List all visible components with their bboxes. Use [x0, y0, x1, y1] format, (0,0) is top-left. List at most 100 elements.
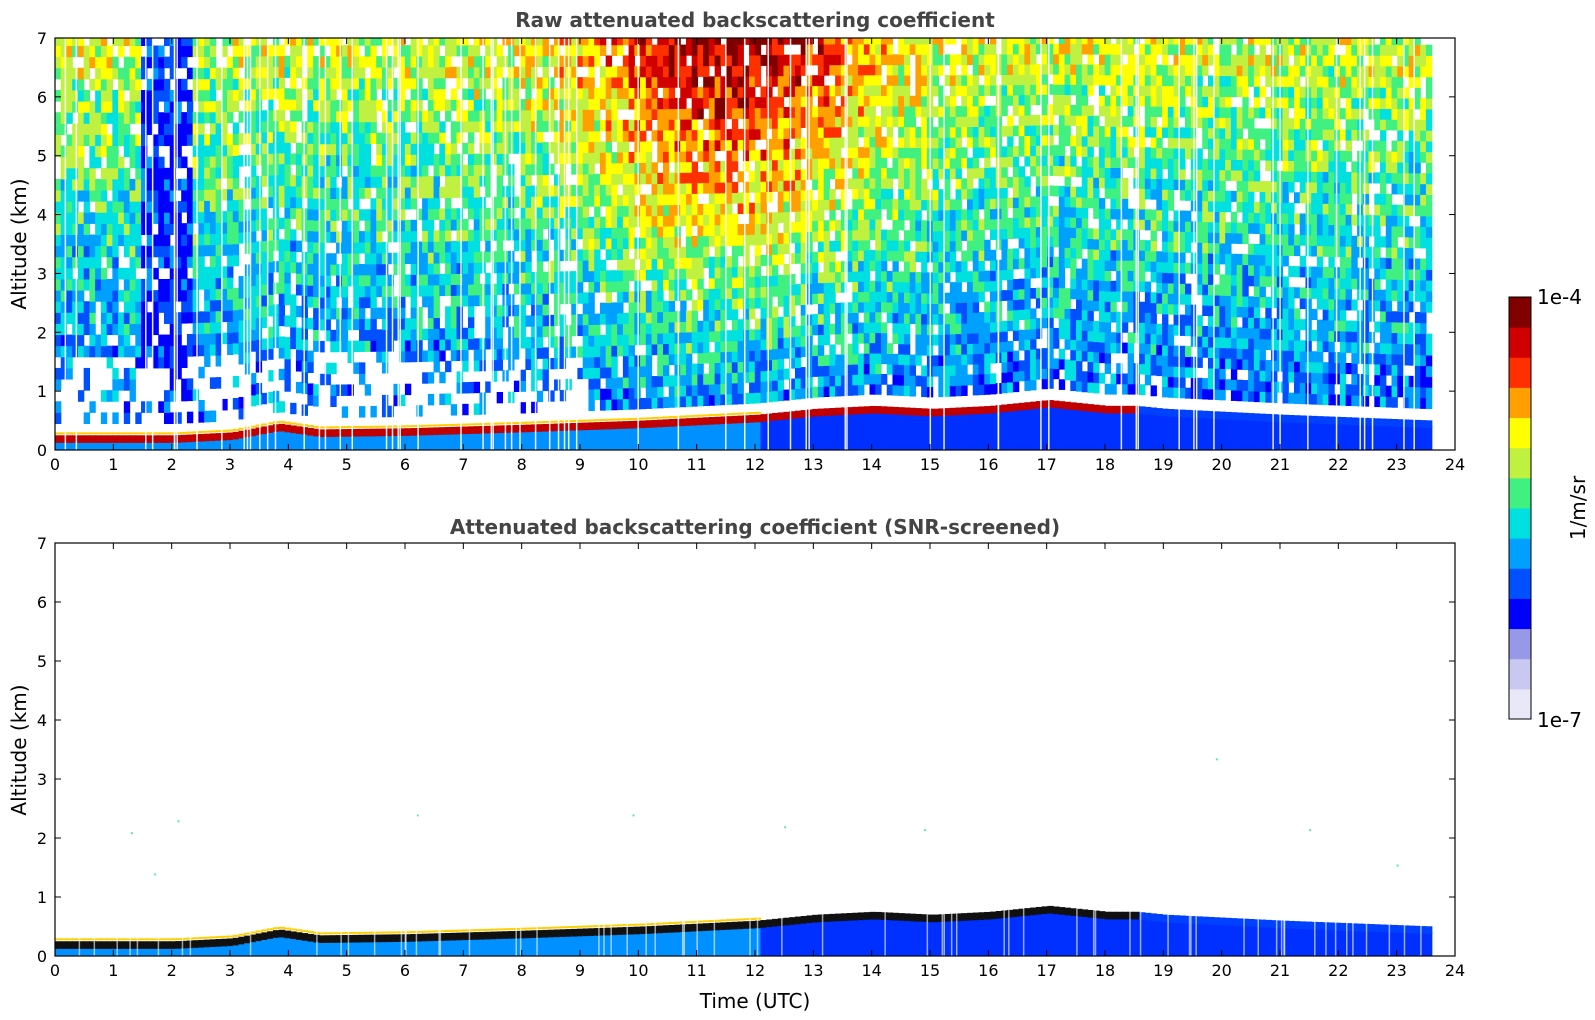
heat-cell [290, 261, 297, 274]
heat-cell [651, 172, 658, 185]
heat-cell [129, 345, 136, 358]
heat-cell [668, 332, 676, 344]
heat-cell [278, 174, 286, 186]
heat-cell [198, 267, 205, 279]
heat-cell [737, 234, 744, 246]
heat-cell [789, 274, 796, 286]
heat-cell [1024, 135, 1031, 147]
heat-cell [875, 229, 882, 241]
heat-cell [777, 348, 785, 360]
heat-cell [777, 390, 785, 402]
heat-cell [554, 282, 561, 294]
heat-cell [846, 43, 853, 55]
heat-cell [571, 228, 578, 240]
heat-cell [318, 143, 326, 156]
heat-cell [737, 382, 744, 394]
heat-cell [1001, 187, 1008, 199]
heat-cell [972, 219, 980, 231]
heat-cell [955, 344, 962, 355]
heat-cell [594, 270, 601, 282]
heat-cell [89, 312, 96, 324]
heat-cell [439, 273, 446, 286]
heat-cell [496, 240, 504, 252]
heat-cell [370, 318, 377, 330]
heat-cell [1030, 349, 1037, 360]
heat-cell [863, 332, 871, 344]
heat-cell [439, 350, 446, 362]
heat-cell [1030, 43, 1037, 55]
heat-cell [416, 176, 423, 188]
heat-cell [175, 234, 182, 247]
heat-cell [611, 323, 618, 336]
heat-cell [387, 121, 395, 134]
heat-cell [186, 345, 194, 357]
heat-cell [525, 207, 532, 219]
heat-cell [640, 355, 647, 367]
heat-cell [749, 202, 756, 214]
heat-cell [141, 356, 148, 369]
heat-cell [490, 38, 498, 46]
heat-cell [387, 230, 395, 243]
heat-cell [198, 333, 205, 346]
heat-cell [175, 78, 182, 91]
heat-cell [175, 267, 182, 280]
heat-cell [1018, 186, 1025, 198]
heat-cell [359, 329, 366, 342]
heat-cell [617, 141, 624, 153]
heat-cell [519, 272, 526, 284]
heat-cell [737, 128, 744, 141]
heat-cell [221, 133, 228, 146]
heat-cell [932, 137, 939, 149]
heat-cell [640, 205, 647, 217]
heat-cell [227, 343, 234, 355]
heat-cell [852, 198, 859, 210]
panel1-heatmap [55, 38, 1433, 450]
heat-cell [680, 161, 687, 173]
heat-cell [445, 186, 452, 198]
heat-cell [869, 38, 876, 45]
heat-cell [892, 85, 899, 97]
heat-cell [83, 312, 91, 324]
heat-cell [777, 295, 785, 307]
heat-cell [376, 340, 383, 352]
heat-cell [680, 374, 687, 386]
heat-cell [227, 133, 234, 146]
heat-cell [989, 218, 997, 230]
heat-cell [141, 290, 148, 302]
heat-cell [858, 219, 865, 231]
heat-cell [100, 67, 108, 80]
heat-cell [146, 290, 154, 302]
heat-cell [617, 377, 624, 389]
heat-cell [347, 307, 354, 320]
heat-cell [536, 142, 544, 154]
heat-cell [422, 143, 429, 155]
heat-cell [731, 234, 739, 246]
heat-cell [714, 267, 721, 279]
heat-cell [181, 256, 188, 269]
heat-cell [186, 167, 194, 180]
heat-cell [668, 321, 676, 334]
heat-cell [800, 242, 808, 253]
heat-cell [1030, 38, 1037, 45]
heat-cell [582, 38, 590, 46]
heat-cell [278, 250, 286, 262]
heat-cell [714, 277, 721, 289]
heat-cell [588, 313, 595, 326]
heat-cell [921, 251, 928, 263]
heat-cell [571, 195, 578, 207]
heat-cell [588, 281, 595, 293]
heat-cell [204, 289, 211, 301]
heat-cell [410, 154, 417, 166]
heat-cell [278, 260, 286, 273]
heat-cell [651, 226, 658, 238]
heat-cell [840, 54, 848, 66]
heat-cell [1030, 257, 1037, 269]
heat-cell [255, 66, 263, 79]
heat-cell [439, 38, 446, 46]
heat-cell [777, 107, 785, 119]
heat-cell [525, 163, 532, 176]
heat-cell [622, 38, 630, 46]
heat-cell [777, 243, 785, 255]
heat-cell [691, 395, 699, 407]
heat-cell [456, 295, 463, 307]
